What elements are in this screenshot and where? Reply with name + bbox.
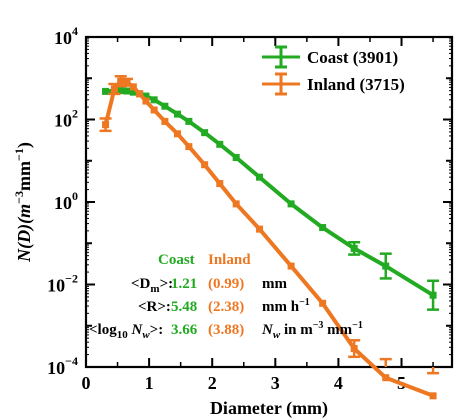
data-point [110,85,118,93]
y-tick-labels: 10−4 10−2 100 102 104 [47,24,78,378]
x-tick-label: 3 [271,373,280,393]
stats-row-r-label: <R>: [138,299,171,315]
data-point [256,173,264,181]
data-point [382,374,390,382]
legend: Coast (3901) Inland (3715) [262,45,405,96]
stats-row-r-unit: mm h−1 [262,297,310,315]
data-point [232,153,240,161]
data-point [185,117,193,125]
stats-row-nw-inland: (3.88) [208,322,244,338]
legend-label-inland: Inland (3715) [307,75,405,94]
y-tick-label: 10−2 [47,272,78,296]
data-point [256,225,264,233]
stats-row-nw-label: <log10 Nw>: [89,322,163,341]
data-point [319,299,327,307]
data-point [117,87,125,95]
data-point [216,180,224,188]
x-axis-label: Diameter (mm) [210,398,328,419]
y-tick-label: 104 [54,24,78,48]
stats-row-r-inland: (2.38) [208,299,244,315]
series-coast [102,87,440,311]
stats-row-dm-coast: 1.21 [171,276,197,292]
stats-header-coast: Coast [158,252,195,268]
stats-row-dm-inland: (0.99) [208,276,244,292]
stats-row-dm-unit: mm [262,276,287,292]
data-point [102,87,110,95]
x-tick-label: 1 [145,373,154,393]
x-tick-label: 2 [208,373,217,393]
stats-header-inland: Inland [208,252,251,268]
data-point [136,90,144,98]
data-point [123,87,131,95]
y-tick-label: 102 [54,107,78,131]
data-point [232,200,240,208]
data-point [102,121,110,129]
y-tick-label: 10−4 [47,354,78,378]
data-point [350,244,358,252]
data-point [319,224,327,232]
data-point [382,262,390,270]
data-point [150,106,158,114]
data-point [142,97,150,105]
data-point [216,140,224,148]
legend-label-coast: Coast (3901) [307,48,398,67]
x-tick-label: 0 [82,373,91,393]
axis-ticks [85,36,452,368]
y-tick-label: 100 [54,189,78,213]
data-point [161,117,169,125]
data-point [201,161,209,169]
data-point [429,291,437,299]
data-point [201,129,209,137]
stats-annotation: Coast Inland <Dm>: 1.21 (0.99) mm <R>: 5… [89,252,363,341]
data-point [161,102,169,110]
stats-row-dm-label: <Dm>: [131,276,173,295]
stats-row-r-coast: 5.48 [171,299,197,315]
series-line [103,79,434,398]
data-point [129,83,137,91]
data-point [350,345,358,353]
data-point [287,262,295,270]
data-point [287,200,295,208]
data-point [150,96,158,104]
data-point [117,77,125,85]
series-inland [99,74,440,400]
series-layer [99,74,440,400]
y-axis-label: N(D)(m−3mm−1) [12,142,35,263]
legend-entry-inland: Inland (3715) [262,72,405,96]
legend-entry-coast: Coast (3901) [262,45,398,69]
data-point [174,130,181,138]
x-tick-label: 4 [334,373,343,393]
stats-row-nw-coast: 3.66 [171,322,198,338]
data-point [429,392,437,400]
data-point [123,78,131,86]
stats-row-nw-unit: Nw in m−3 mm−1 [261,320,363,341]
data-point [185,143,193,151]
data-point [142,92,150,100]
data-point [129,88,137,96]
data-point [174,110,181,118]
